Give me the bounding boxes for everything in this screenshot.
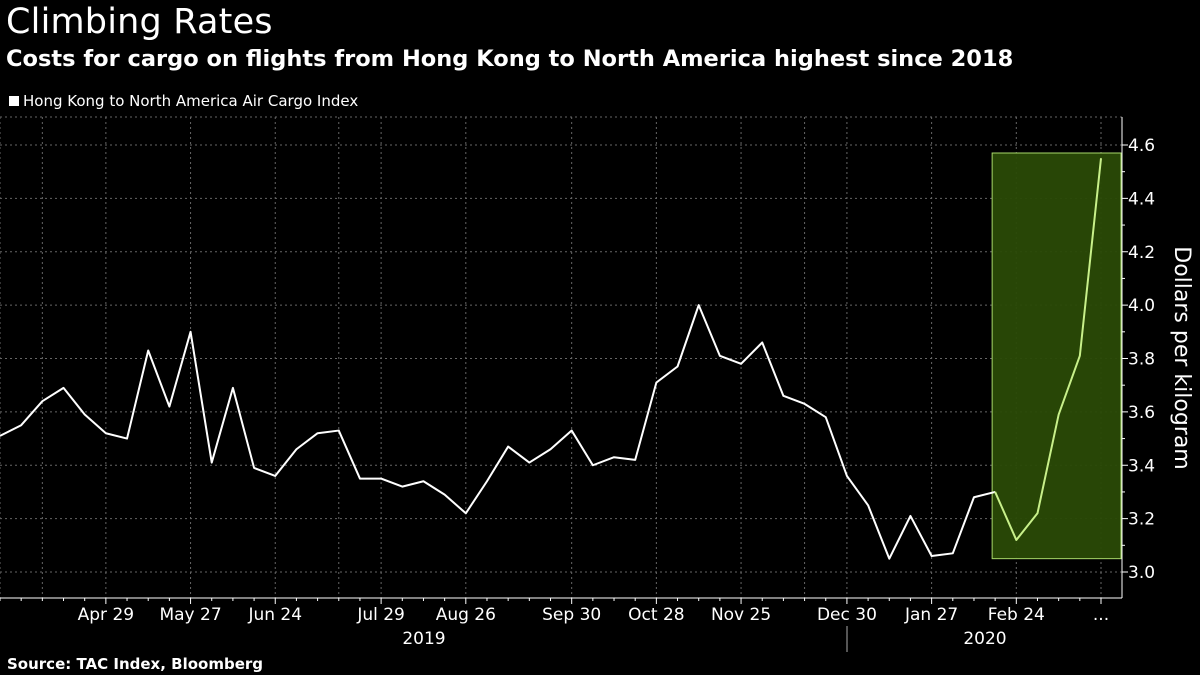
data-point [677, 366, 679, 368]
x-tick-label: Jan 27 [904, 605, 958, 625]
data-point [274, 475, 276, 477]
highlight-layer [991, 152, 1122, 560]
data-point [1100, 157, 1102, 159]
data-point [973, 496, 975, 498]
data-point [317, 432, 319, 434]
data-point [295, 448, 297, 450]
x-tick-label: Apr 29 [78, 605, 134, 625]
data-point [232, 387, 234, 389]
data-point [190, 331, 192, 333]
data-point [84, 414, 86, 416]
series-line-highlighted [994, 158, 1102, 541]
legend: Hong Kong to North America Air Cargo Ind… [9, 92, 358, 110]
x-tick-label: ... [1093, 605, 1109, 625]
series-line [0, 304, 996, 560]
data-point [740, 363, 742, 365]
chart-subtitle: Costs for cargo on flights from Hong Kon… [6, 46, 1014, 72]
data-point [444, 494, 446, 496]
data-point [613, 456, 615, 458]
data-point [126, 438, 128, 440]
legend-label: Hong Kong to North America Air Cargo Ind… [23, 92, 359, 110]
data-point [359, 478, 361, 480]
x-tick-label: May 27 [159, 605, 221, 625]
data-point [422, 480, 424, 482]
data-point [782, 395, 784, 397]
x-tick-label: Oct 28 [628, 605, 684, 625]
year-label: 2019 [402, 629, 445, 649]
data-point [550, 448, 551, 450]
data-point [846, 475, 848, 477]
chart-title: Climbing Rates [6, 2, 273, 42]
data-point [1015, 539, 1017, 541]
data-point [41, 400, 43, 402]
data-point [888, 558, 890, 560]
data-point [20, 424, 22, 426]
data-point [909, 515, 911, 517]
data-point [338, 430, 340, 432]
data-point [719, 355, 721, 357]
highlight-box [991, 152, 1122, 560]
x-tick-label: Feb 24 [988, 605, 1045, 625]
y-tick-label: 3.0 [1128, 563, 1155, 583]
data-point [105, 432, 107, 434]
y-tick-label: 3.8 [1128, 350, 1155, 370]
data-point [592, 464, 594, 466]
data-point [1079, 355, 1081, 357]
y-tick-label: 4.2 [1128, 243, 1155, 263]
series-layer [0, 157, 1102, 560]
data-point [952, 552, 954, 554]
y-tick-label: 4.4 [1128, 189, 1155, 209]
x-tick-label: Sep 30 [542, 605, 601, 625]
data-point [380, 478, 382, 480]
data-point [168, 406, 170, 408]
year-label: 2020 [963, 629, 1006, 649]
y-axis-title: Dollars per kilogram [1169, 246, 1194, 470]
data-point [465, 512, 467, 514]
y-tick-label: 3.2 [1128, 510, 1155, 530]
data-point [253, 467, 255, 469]
data-point [655, 382, 657, 384]
data-point [867, 504, 869, 506]
data-point [804, 403, 806, 405]
data-point [698, 304, 700, 306]
data-point [507, 446, 509, 448]
data-point [0, 435, 1, 437]
x-tick-label: Dec 30 [817, 605, 877, 625]
legend-swatch [9, 96, 19, 106]
y-tick-label: 4.0 [1128, 296, 1155, 316]
data-point [634, 459, 636, 461]
data-point [1036, 512, 1038, 514]
data-point [994, 491, 996, 493]
data-point [825, 416, 827, 418]
data-point [528, 462, 530, 464]
data-point [211, 462, 213, 464]
x-tick-label: Jul 29 [356, 605, 405, 625]
y-tick-label: 3.6 [1128, 403, 1155, 423]
data-point [1058, 414, 1060, 416]
data-point [761, 341, 763, 343]
y-tick-label: 4.6 [1128, 136, 1155, 156]
source-note: Source: TAC Index, Bloomberg [7, 655, 264, 673]
data-point [931, 555, 933, 557]
data-point [63, 387, 65, 389]
labels: 3.0 3.2 3.4 3.6 3.8 4.0 4.2 4.4 4.6 Dollars per k… [78, 136, 1194, 649]
data-point [571, 430, 573, 432]
grid [0, 116, 1122, 598]
data-point [147, 349, 149, 351]
axes [0, 117, 1128, 652]
x-tick-label: Nov 25 [711, 605, 771, 625]
x-tick-label: Jun 24 [247, 605, 302, 625]
y-tick-label: 3.4 [1128, 456, 1155, 476]
data-point [486, 480, 488, 482]
data-point [401, 486, 403, 488]
x-tick-label: Aug 26 [436, 605, 496, 625]
